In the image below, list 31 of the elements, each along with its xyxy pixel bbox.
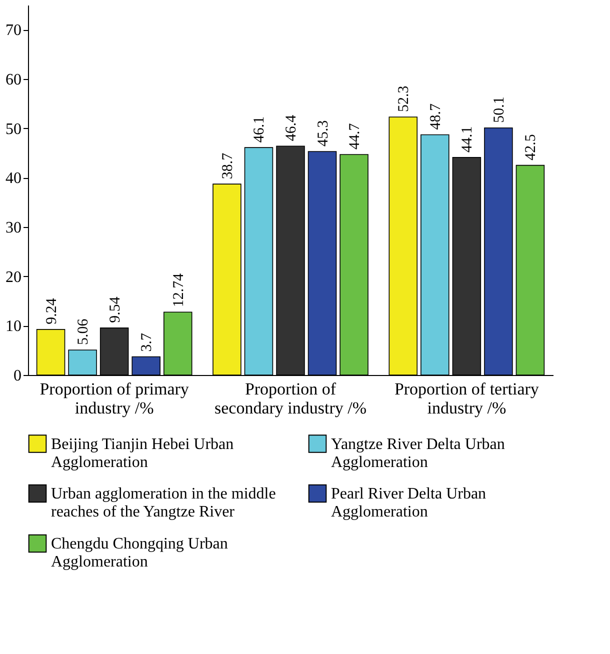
y-tick-label: 0	[14, 368, 22, 384]
data-label: 52.3	[396, 86, 412, 112]
data-label: 3.7	[139, 332, 156, 352]
y-tick-label: 50	[6, 120, 22, 138]
legend-label: Urban agglomeration in the middle reaches of the Yangtze River	[51, 486, 276, 520]
data-label: 45.3	[315, 120, 332, 147]
x-tick-label: Proportion of secondary industry /%	[214, 380, 367, 418]
x-tick-label: Proportion of primary industry /%	[40, 380, 190, 418]
data-label: 9.54	[107, 296, 124, 323]
data-label: 9.24	[44, 298, 60, 324]
x-tick-label: Proportion of tertiary industry /%	[394, 380, 540, 418]
legend-label: Pearl River Delta Urban Agglomeration	[331, 486, 486, 520]
y-tick-label: 40	[6, 170, 22, 188]
y-tick-label: 20	[6, 268, 22, 286]
y-tick-label: 60	[6, 72, 22, 88]
y-tick-label: 30	[6, 220, 22, 236]
data-label: 46.1	[252, 116, 268, 143]
data-label: 44.7	[347, 122, 364, 150]
legend-label: Yangtze River Delta Urban Agglomeration	[331, 436, 505, 471]
y-tick-label: 10	[6, 318, 22, 336]
data-label: 50.1	[491, 96, 508, 123]
data-label: 42.5	[523, 134, 540, 160]
legend-label: Chengdu Chongqing Urban Agglomeration	[51, 536, 228, 570]
data-label: 44.1	[460, 126, 476, 152]
legend-label: Beijing Tianjin Hebei Urban Agglomeration	[51, 436, 234, 471]
data-label: 5.06	[76, 318, 92, 346]
data-label: 12.74	[170, 272, 187, 308]
y-tick-label: 70	[6, 22, 22, 40]
data-label: 48.7	[428, 102, 444, 130]
data-label: 46.4	[284, 114, 300, 142]
data-label: 38.7	[220, 152, 236, 180]
